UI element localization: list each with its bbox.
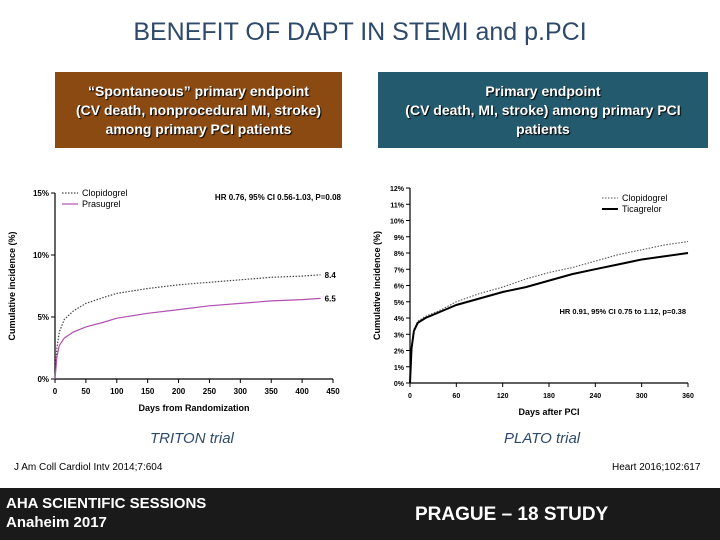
y-tick-label: 12% bbox=[390, 186, 405, 193]
series-line-ticagrelor bbox=[409, 252, 689, 384]
legend-label-clopidogrel: Clopidogrel bbox=[82, 188, 128, 198]
x-tick-label: 200 bbox=[172, 387, 186, 396]
x-tick-label: 250 bbox=[203, 387, 217, 396]
x-tick-label: 0 bbox=[53, 387, 58, 396]
x-tick-label: 300 bbox=[636, 393, 648, 400]
x-tick-label: 100 bbox=[110, 387, 124, 396]
y-tick-label: 4% bbox=[394, 316, 405, 323]
y-tick-label: 1% bbox=[394, 365, 405, 372]
x-tick-label: 50 bbox=[81, 387, 90, 396]
x-tick-label: 150 bbox=[141, 387, 155, 396]
footer-bar bbox=[0, 488, 720, 540]
y-tick-label: 3% bbox=[394, 332, 405, 339]
slide-title: BENEFIT OF DAPT IN STEMI and p.PCI bbox=[133, 18, 587, 46]
footer-conference: AHA SCIENTIFIC SESSIONS Anaheim 2017 bbox=[6, 494, 206, 532]
right-header-line-2: (CV death, MI, stroke) among primary PCI bbox=[405, 101, 681, 118]
x-tick-label: 120 bbox=[497, 393, 509, 400]
legend-label-clopidogrel: Clopidogrel bbox=[622, 193, 668, 203]
y-axis-label: Cumulative incidence (%) bbox=[7, 231, 17, 340]
y-tick-label: 0% bbox=[394, 381, 405, 388]
right-header-line-1: Primary endpoint bbox=[485, 82, 601, 99]
y-tick-label: 15% bbox=[33, 189, 49, 198]
right-citation: Heart 2016;102:617 bbox=[612, 462, 701, 473]
legend-label-ticagrelor: Ticagrelor bbox=[622, 204, 662, 214]
right-endpoint-header: Primary endpoint (CV death, MI, stroke) … bbox=[378, 72, 708, 148]
series-line-clopidogrel bbox=[54, 274, 321, 380]
left-citation: J Am Coll Cardiol Intv 2014;7:604 bbox=[14, 462, 163, 473]
end-value-label: 6.5 bbox=[325, 294, 337, 303]
right-header-line-3: patients bbox=[516, 120, 570, 137]
x-axis-label: Days from Randomization bbox=[138, 403, 249, 413]
footer-conference-name: AHA SCIENTIFIC SESSIONS bbox=[6, 495, 207, 512]
left-header-line-3: among primary PCI patients bbox=[105, 120, 292, 137]
end-value-label: 8.4 bbox=[325, 271, 337, 280]
footer-conference-place: Anaheim 2017 bbox=[6, 514, 107, 531]
x-tick-label: 300 bbox=[234, 387, 248, 396]
footer-study-name: PRAGUE – 18 STUDY bbox=[415, 504, 609, 525]
x-tick-label: 400 bbox=[295, 387, 309, 396]
y-tick-label: 9% bbox=[394, 235, 405, 242]
y-tick-label: 8% bbox=[394, 251, 405, 258]
hazard-ratio-annotation: HR 0.91, 95% CI 0.75 to 1.12, p=0.38 bbox=[559, 307, 686, 316]
y-tick-label: 10% bbox=[33, 251, 49, 260]
y-tick-label: 7% bbox=[394, 267, 405, 274]
x-tick-label: 60 bbox=[452, 393, 460, 400]
y-tick-label: 11% bbox=[390, 202, 404, 209]
triton-chart: 0 50 100 150 200 250 300 350 400 450 0% 5% 10% 15% Day… bbox=[7, 188, 342, 413]
y-tick-label: 5% bbox=[394, 300, 405, 307]
left-header-line-1: “Spontaneous” primary endpoint bbox=[88, 82, 309, 99]
y-tick-label: 10% bbox=[390, 219, 405, 226]
series-line-prasugrel bbox=[54, 297, 321, 380]
legend-label-prasugrel: Prasugrel bbox=[82, 199, 121, 209]
x-tick-label: 180 bbox=[543, 393, 555, 400]
left-header-line-2: (CV death, nonprocedural MI, stroke) bbox=[75, 101, 322, 118]
y-axis-label: Cumulative incidence (%) bbox=[372, 231, 382, 340]
plato-chart: 0 60 120 180 240 300 360 0% 1% 2% 3% 4% 5% 6% 7% 8% 9% 10… bbox=[372, 186, 694, 417]
x-axis-label: Days after PCI bbox=[518, 407, 579, 417]
y-tick-label: 6% bbox=[394, 284, 405, 291]
x-tick-label: 350 bbox=[265, 387, 279, 396]
hazard-ratio-annotation: HR 0.76, 95% CI 0.56-1.03, P=0.08 bbox=[215, 193, 342, 202]
plato-trial-label: PLATO trial bbox=[504, 430, 581, 447]
y-tick-label: 5% bbox=[37, 313, 49, 322]
y-tick-label: 2% bbox=[394, 349, 405, 356]
x-tick-label: 240 bbox=[589, 393, 601, 400]
x-tick-label: 0 bbox=[408, 393, 412, 400]
y-tick-label: 0% bbox=[37, 375, 49, 384]
triton-trial-label: TRITON trial bbox=[150, 430, 234, 447]
x-tick-label: 360 bbox=[682, 393, 694, 400]
left-endpoint-header: “Spontaneous” primary endpoint (CV death… bbox=[55, 72, 342, 148]
x-tick-label: 450 bbox=[326, 387, 340, 396]
series-line-clopidogrel bbox=[409, 241, 689, 384]
